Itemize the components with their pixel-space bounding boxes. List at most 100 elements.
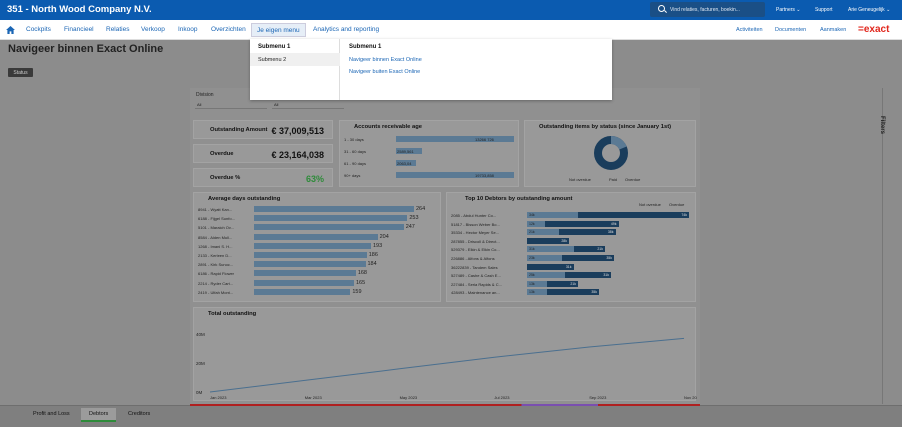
avg-days-bar [254, 261, 366, 268]
debtor-value-overdue: 38k [607, 230, 614, 235]
debtor-bar-not-overdue: 21k [527, 229, 559, 236]
debtor-bar-not-overdue: 12k [527, 220, 545, 227]
debtor-bar-overdue: 35k [561, 255, 614, 261]
menu-relaties[interactable]: Relaties [106, 26, 130, 33]
avg-days-label: 5101 - Maraich Ov... [198, 225, 234, 231]
support-link[interactable]: Support [815, 7, 833, 13]
debtor-label: 36222839 - Tandem Sales [451, 264, 498, 270]
total-outstanding-chart: 0M 20M 40M Jan 2023 Mar 2023 May 2023 Jul 2023… [196, 332, 697, 400]
debtor-value-overdue: 31k [565, 264, 572, 269]
debtor-bar-not-overdue: 25k [527, 272, 565, 279]
debtor-value-not-overdue: 31k [529, 247, 535, 252]
x-tick-label: Mar 2023 [305, 395, 323, 400]
y-tick-label: 0M [196, 390, 203, 395]
avg-days-value: 168 [357, 270, 367, 277]
top-bar: 351 - North Wood Company N.V. Vind relat… [0, 0, 902, 20]
page-title: Navigeer binnen Exact Online [8, 43, 164, 55]
debtor-bar-not-overdue: 31k [527, 246, 574, 253]
filter-select-2[interactable]: All [272, 101, 344, 109]
debtor-bar-not-overdue: 13k [527, 289, 547, 296]
submenu-1[interactable]: Submenu 1 [258, 44, 291, 50]
link-binnen-exact[interactable]: Navigeer binnen Exact Online [349, 57, 422, 63]
tabs-accent-line [190, 404, 700, 406]
avg-days-bar [254, 224, 404, 231]
avg-days-label: 2133 - Kerleen D... [198, 253, 232, 258]
debtor-value-not-overdue: 23k [529, 256, 535, 260]
avg-days-bar [254, 288, 351, 295]
avg-days-bar [254, 233, 378, 240]
debtor-bar-overdue: 38k [558, 229, 616, 236]
menu-inkoop[interactable]: Inkoop [178, 26, 198, 33]
menu-financieel[interactable]: Financieel [64, 26, 94, 33]
menu-analytics[interactable]: Analytics and reporting [313, 26, 380, 33]
menu-je-eigen-menu[interactable]: Je eigen menu [251, 23, 306, 37]
y-tick-label: 20M [196, 361, 205, 366]
debtor-value-not-overdue: 21k [529, 230, 535, 235]
avg-days-bar [254, 215, 408, 222]
avg-days-label: 6188 - Fijgel Sunfo... [198, 216, 235, 222]
submenu-2: Submenu 2 [258, 57, 287, 63]
avg-days-label: 2891 - Kirk Sunoc... [198, 262, 234, 268]
avg-days-value: 264 [416, 206, 426, 212]
debtor-bar-not-overdue: 34k [527, 212, 578, 218]
je-eigen-menu-dropdown: Submenu 1 Submenu 2 Submenu 1 Navigeer b… [250, 39, 612, 100]
avg-days-value: 247 [405, 224, 415, 231]
debtor-label: 51817 - Bisson Weber Bo... [451, 221, 500, 227]
total-outstanding-card: Total outstanding 0M 20M 40M Jan 2023 Mar 20… [193, 307, 697, 401]
tab-creditors[interactable]: Creditors [128, 411, 151, 417]
debtor-label: 529379 - Elkin & Elkin Co... [451, 247, 500, 253]
partners-menu[interactable]: Partners ⌄ [776, 7, 801, 13]
submenu-2-row[interactable]: Submenu 2 [250, 53, 340, 66]
avg-days-label: 6186 - Rapid Flower [198, 271, 235, 277]
age-bar-1 [396, 136, 514, 142]
division-label: Division [196, 92, 214, 98]
debtor-bar-overdue: 35k [546, 289, 599, 296]
link-buiten-exact[interactable]: Navigeer buiten Exact Online [349, 69, 421, 75]
kpi-overdue-pct: Overdue % 63% [193, 168, 333, 187]
search-input[interactable]: Vind relaties, facturen, boekin... [650, 2, 765, 17]
division-select[interactable]: All [195, 101, 267, 109]
debtor-value-not-overdue: 25k [529, 273, 535, 278]
menu-cockpits[interactable]: Cockpits [26, 26, 51, 33]
submenu-title: Submenu 1 [349, 44, 382, 50]
debtor-value-overdue: 35k [606, 256, 612, 260]
debtor-value-not-overdue: 13k [529, 281, 535, 286]
status-button[interactable]: Status [8, 68, 33, 77]
search-placeholder: Vind relaties, facturen, boekin... [670, 7, 740, 13]
company-selector[interactable]: 351 - North Wood Company N.V. [7, 4, 152, 15]
aanmaken-link[interactable]: Aanmaken [820, 27, 847, 33]
age-bar-4 [396, 172, 514, 178]
status-donut [594, 136, 628, 170]
debtor-label: 527489 - Cashe & Cash E... [451, 273, 501, 279]
avg-days-value: 159 [352, 288, 362, 295]
avg-days-bar [254, 252, 367, 258]
debtor-value-not-overdue: 34k [529, 213, 535, 217]
total-outstanding-line [209, 337, 685, 393]
avg-days-value: 253 [409, 215, 419, 222]
dashboard: Division All All Outstanding Amount € 37… [190, 88, 700, 404]
home-icon[interactable] [6, 26, 15, 34]
menu-overzichten[interactable]: Overzichten [211, 26, 246, 33]
exact-logo: =exact [858, 24, 890, 35]
x-tick-label: Jul 2023 [494, 395, 510, 400]
age-bar-3 [396, 160, 416, 166]
documenten-link[interactable]: Documenten [775, 27, 807, 33]
filters-panel[interactable] [882, 88, 902, 404]
tab-debtors[interactable]: Debtors [81, 408, 117, 422]
menu-verkoop[interactable]: Verkoop [141, 26, 165, 33]
debtor-label: 226886 - Alfons & Alfons [451, 256, 495, 261]
avg-days-label: 8584 - Alden Mull... [198, 234, 233, 240]
avg-days-value: 204 [379, 233, 389, 240]
debtor-value-overdue: 74k [681, 213, 687, 217]
avg-days-bar [254, 242, 371, 249]
debtor-label: 227484 - Seria Rapids & C... [451, 281, 502, 287]
debtor-bar-overdue: 21k [573, 246, 605, 253]
debtor-value-overdue: 21k [570, 281, 576, 286]
tab-profit-and-loss[interactable]: Profit and Loss [33, 411, 70, 417]
activiteiten-link[interactable]: Activiteiten [736, 27, 763, 33]
x-tick-label: Sep 2023 [589, 395, 607, 400]
user-menu[interactable]: Arie Geneugelijk ⌄ [848, 7, 891, 13]
avg-days-bar [254, 206, 414, 212]
debtor-bar-not-overdue: 23k [527, 255, 562, 261]
avg-days-label: 1268 - Imani S. H... [198, 243, 233, 249]
